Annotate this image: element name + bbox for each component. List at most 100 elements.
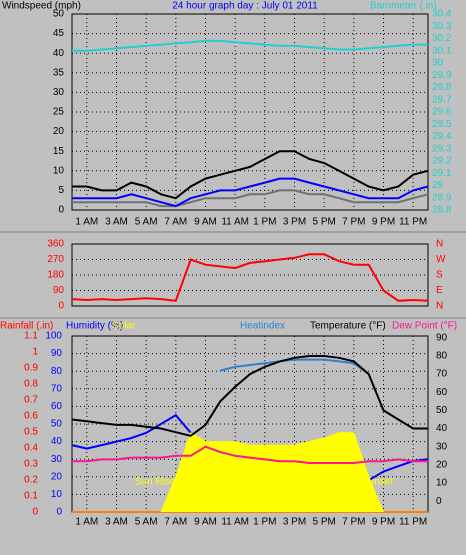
y-tick-label: 0 [58,205,64,216]
y2-tick-label: 29.6 [432,107,452,118]
y2-tick-label: 10 [436,478,448,489]
y-tick-label: 50 [51,419,63,430]
x-tick-label: 7 PM [342,517,365,528]
y2-tick-label: 90 [436,332,448,343]
y3-tick-label: 1.1 [24,331,38,342]
y3-tick-label: 0.3 [24,459,38,470]
y2-tick-label: 30 [436,441,448,452]
y2-tick-label: 29.1 [432,168,452,179]
y-tick-label: 90 [53,285,65,296]
y2-tick-label: 29.8 [432,82,452,93]
y2-tick-label: 29.2 [432,156,452,167]
y2-tick-label: 30 [432,58,444,69]
annotation: Sunset [362,477,393,488]
y2-tick-label: 29.7 [432,94,452,105]
y3-tick-label: 0.4 [24,443,38,454]
y-tick-label: 70 [51,383,63,394]
y-tick-label: 20 [51,471,63,482]
y2-tick-label: N [436,301,443,312]
x-tick-label: 9 PM [372,217,395,228]
y2-tick-label: 28.9 [432,192,452,203]
area [72,432,428,513]
y-tick-label: 25 [53,107,65,118]
y3-tick-label: 0.6 [24,411,38,422]
y3-tick-label: 0.5 [24,427,38,438]
y3-tick-label: 0.9 [24,363,38,374]
y2-tick-label: 20 [436,459,448,470]
y2-tick-label: S [436,270,443,281]
y2-tick-label: N [436,239,443,250]
x-tick-label: 11 PM [399,517,427,528]
line [72,150,429,200]
y-tick-label: 60 [51,401,63,412]
y-tick-label: 5 [58,185,64,196]
y-tick-label: 360 [47,239,64,250]
y-tick-label: 30 [51,454,63,465]
y-tick-label: 30 [53,87,65,98]
y3-tick-label: 0.2 [24,475,38,486]
x-tick-label: 11 PM [399,217,427,228]
y2-tick-label: 29.4 [432,131,452,142]
x-tick-label: 5 AM [135,217,158,228]
y-tick-label: 180 [47,270,64,281]
y3-tick-label: 0.8 [24,379,38,390]
y-tick-label: 20 [53,126,65,137]
x-tick-label: 7 AM [164,217,187,228]
x-tick-label: 1 AM [75,517,98,528]
series-label: Heatindex [240,321,285,332]
y-tick-label: 0 [58,301,64,312]
line [72,189,429,208]
x-tick-label: 9 PM [372,517,395,528]
y2-tick-label: 70 [436,369,448,380]
y2-tick-label: 60 [436,387,448,398]
line [71,355,428,437]
x-tick-label: 11 AM [221,217,249,228]
y2-tick-label: 50 [436,405,448,416]
x-tick-label: 3 PM [283,517,306,528]
y2-tick-label: 28.8 [432,205,452,216]
y2-tick-label: 30.1 [432,45,452,56]
x-tick-label: 9 AM [194,217,217,228]
y2-tick-label: 40 [436,423,448,434]
x-tick-label: 9 AM [194,517,217,528]
x-tick-label: 1 AM [75,217,98,228]
x-tick-label: 3 AM [105,217,128,228]
line [72,39,428,52]
x-tick-label: 1 PM [253,517,276,528]
line [220,358,370,375]
annotation: Sun Rise [135,477,176,488]
y-tick-label: 80 [51,366,63,377]
y2-tick-label: 29.9 [432,70,452,81]
x-tick-label: 3 PM [283,217,306,228]
x-tick-label: 7 PM [342,217,365,228]
series-label: Rainfall (.in) [0,321,53,332]
line [71,253,429,302]
line [72,445,428,464]
y-axis-label: Windspeed (mph) [2,1,81,12]
series-label: Solar [112,321,136,332]
y2-tick-label: 0 [436,496,442,507]
series-label: Barometer (.in) [370,1,437,12]
y-tick-label: 0 [56,507,62,518]
x-tick-label: 5 PM [312,517,335,528]
y-tick-label: 90 [51,348,63,359]
y2-tick-label: 29.3 [432,143,452,154]
y3-tick-label: 1 [32,347,38,358]
y-tick-label: 50 [53,9,65,20]
y-tick-label: 100 [45,331,62,342]
y-tick-label: 10 [53,165,65,176]
line [72,177,429,208]
y-tick-label: 15 [53,146,65,157]
y2-tick-label: 30.2 [432,33,452,44]
series-label: Dew Point (°F) [392,321,457,332]
chart-title: 24 hour graph day : July 01 2011 [172,1,318,12]
y3-tick-label: 0.1 [24,491,38,502]
x-tick-label: 3 AM [105,517,128,528]
y2-tick-label: W [436,254,446,265]
y-tick-label: 45 [53,28,65,39]
y-tick-label: 10 [51,489,63,500]
y-tick-label: 40 [53,48,65,59]
series-label: Temperature (°F) [310,321,386,332]
x-tick-label: 5 AM [135,517,158,528]
